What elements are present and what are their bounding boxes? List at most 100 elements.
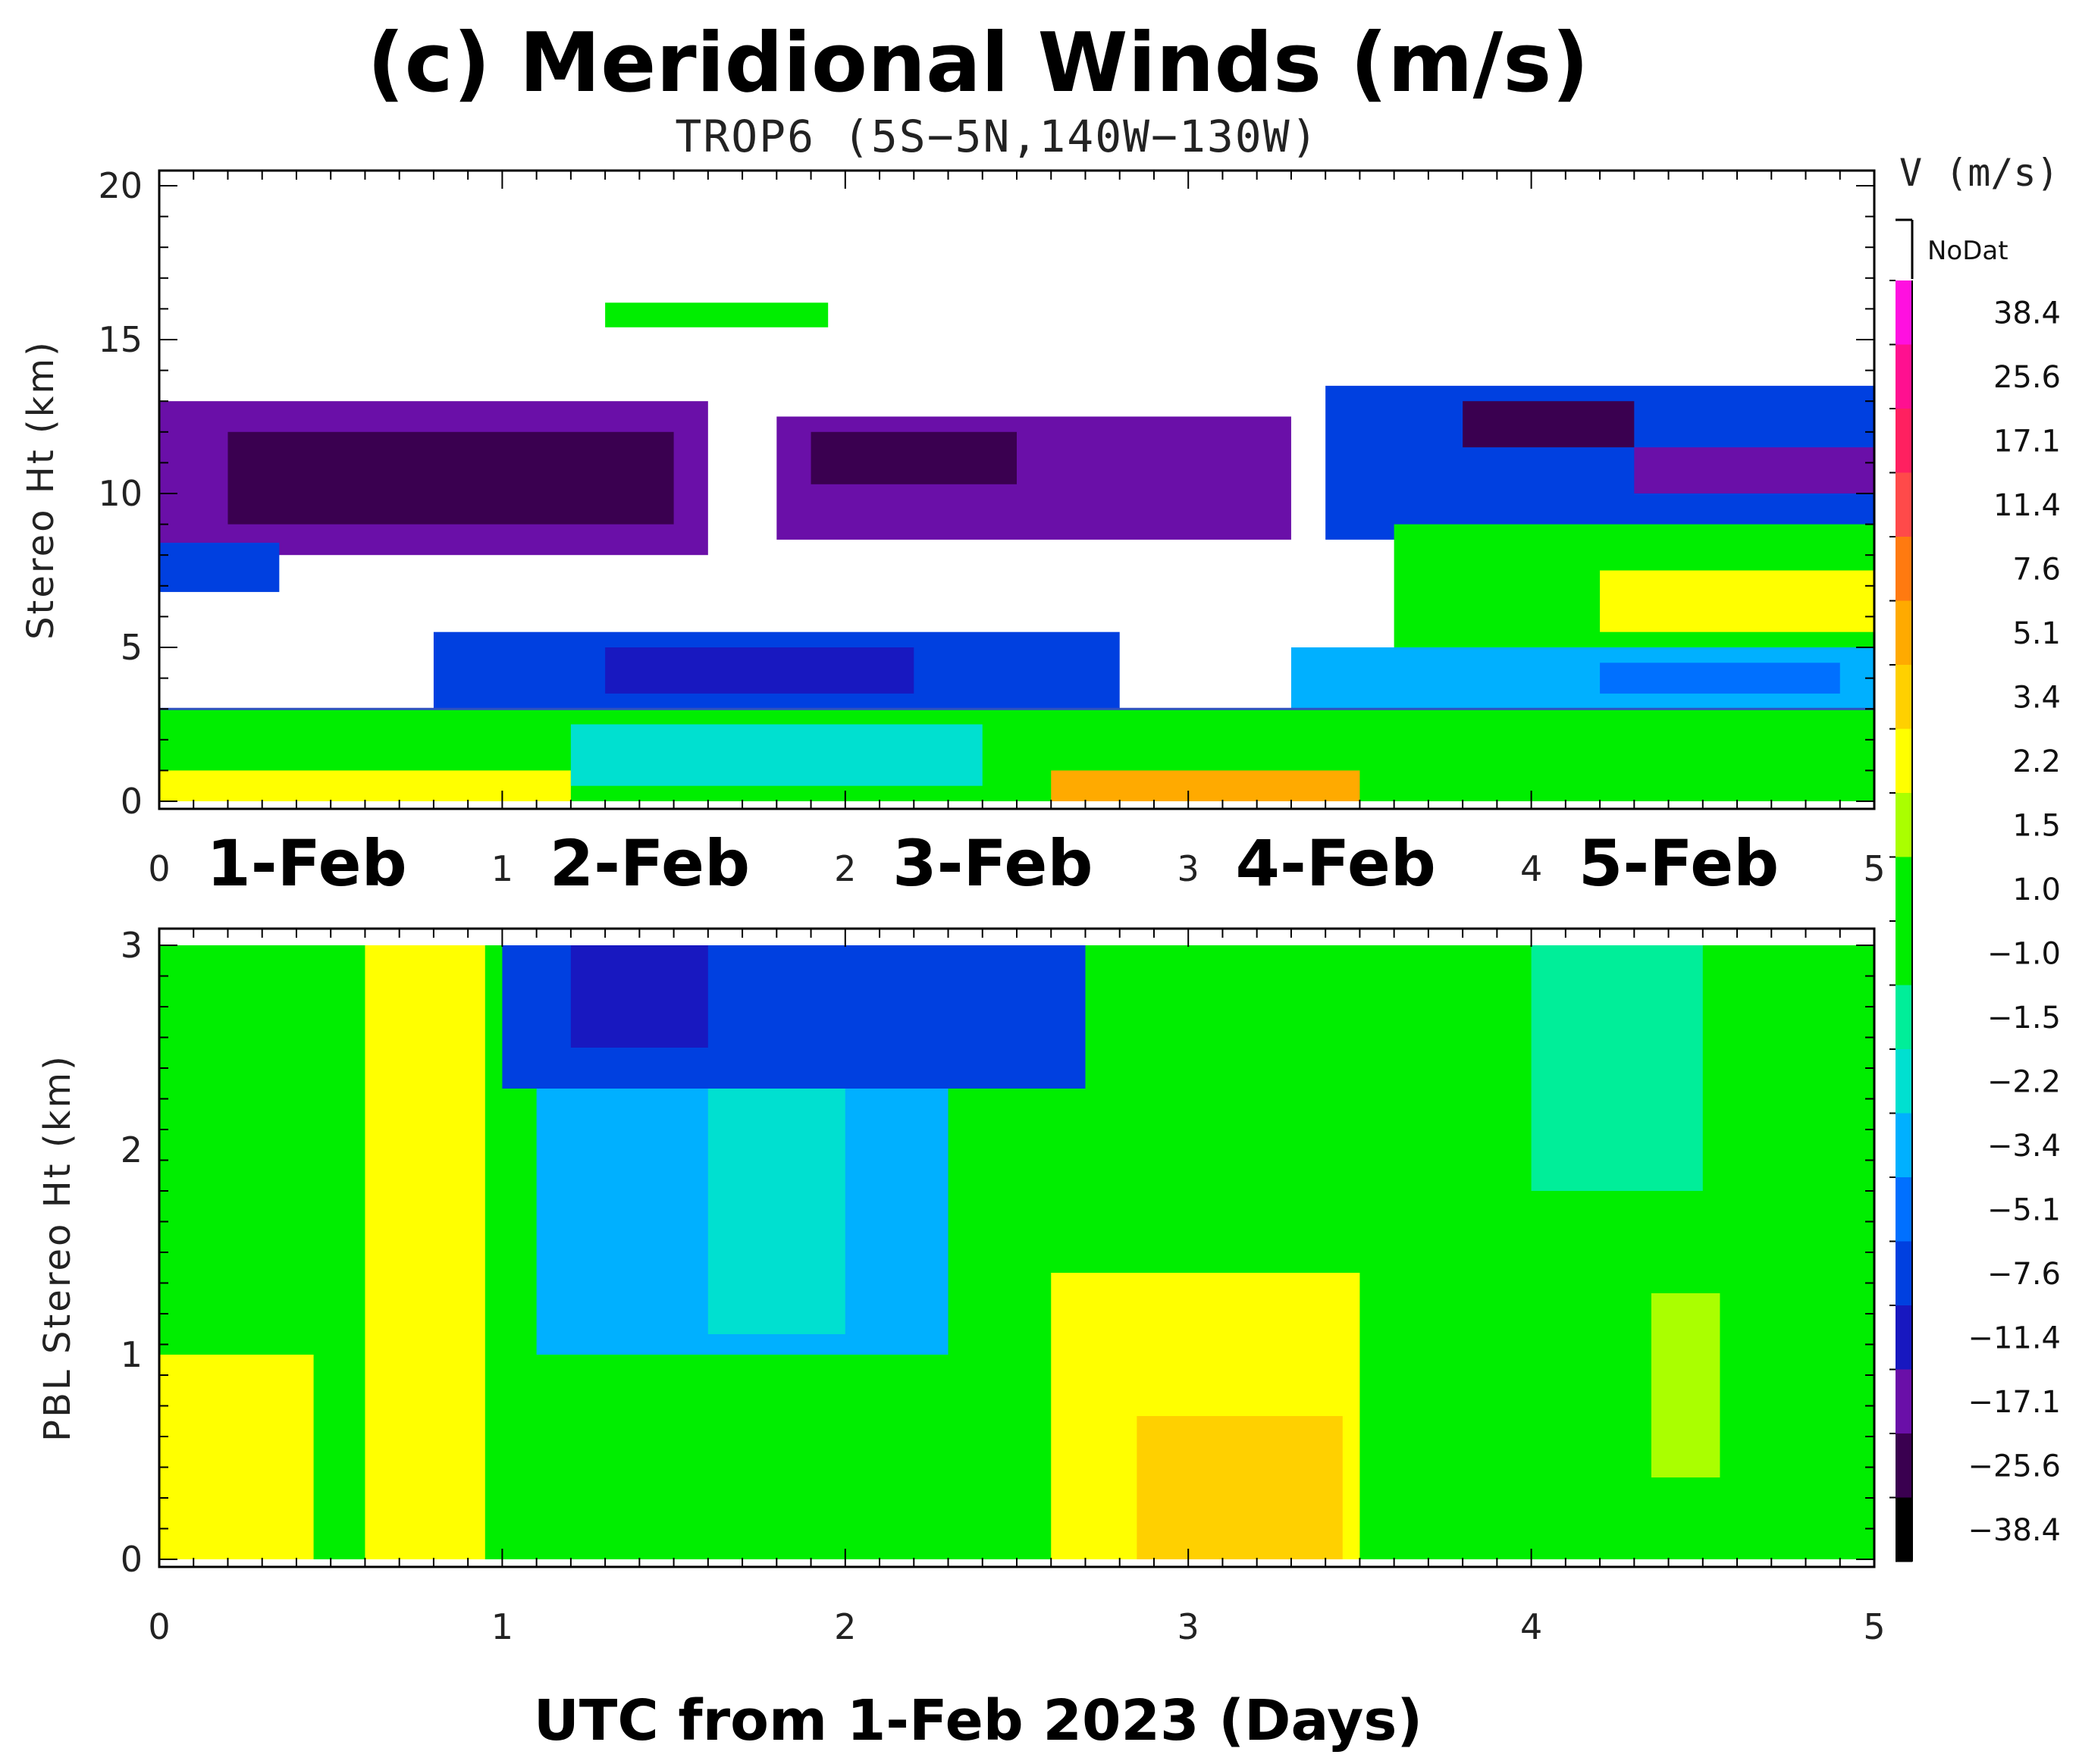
x-axis-label: UTC from 1-Feb 2023 (Days): [534, 1688, 1422, 1753]
colorbar-swatch: [1896, 1433, 1912, 1498]
heatmap-region-14: [1600, 570, 1874, 632]
y-tick-label: 15: [98, 319, 143, 360]
bottom-x-tick-labels: 0 1 2 3 4 5: [148, 1606, 1885, 1647]
y-tick-label: 2: [121, 1130, 143, 1170]
colorbar-swatch: [1896, 921, 1912, 985]
x-tick-label: 2: [834, 1606, 856, 1647]
colorbar-swatch: [1896, 1241, 1912, 1306]
bottom-y-tick-labels: 0 1 2 3: [121, 925, 143, 1580]
y-tick-label: 3: [121, 925, 143, 966]
colorbar-label: −17.1: [1968, 1385, 2061, 1420]
heatmap-region-7: [1634, 447, 1874, 493]
colorbar-swatch: [1896, 728, 1912, 794]
colorbar-swatch: [1896, 472, 1912, 537]
day-labels: 1-Feb 2-Feb 3-Feb 4-Feb 5-Feb: [206, 826, 1779, 901]
colorbar-label: −1.0: [1987, 936, 2061, 971]
heatmap-region-2: [159, 542, 280, 592]
x-tick-label: 1: [491, 848, 513, 889]
colorbar-swatch: [1896, 409, 1912, 473]
heatmap-region-9: [1651, 1293, 1720, 1477]
y-tick-label: 0: [121, 1539, 143, 1580]
colorbar-label: 17.1: [1993, 424, 2061, 459]
colorbar-label: 1.5: [2012, 808, 2061, 843]
colorbar-label: 38.4: [1993, 296, 2061, 331]
day-label: 4-Feb: [1236, 826, 1436, 901]
colorbar-label: 3.4: [2012, 680, 2061, 715]
day-label: 5-Feb: [1579, 826, 1779, 901]
colorbar: V (m/s) NoDat 38.4 25.6 17.1 11.4 7.6 5.1 3.4 2…: [1889, 151, 2061, 1562]
colorbar-swatch: [1896, 344, 1912, 409]
x-tick-label: 5: [1863, 1606, 1885, 1647]
top-y-axis-label: Stereo Ht (km): [20, 340, 62, 640]
x-tick-label: 2: [834, 848, 856, 889]
x-tick-label: 1: [491, 1606, 513, 1647]
colorbar-nodata-label: NoDat: [1927, 236, 2008, 266]
y-tick-label: 5: [121, 627, 143, 668]
chart-subtitle: TROP6 (5S−5N,140W−130W): [675, 111, 1319, 162]
colorbar-label: 1.0: [2012, 873, 2061, 907]
day-label: 3-Feb: [892, 826, 1093, 901]
heatmap-region-8: [605, 302, 829, 327]
bottom-ticks: [158, 929, 1875, 1567]
colorbar-swatches: [1889, 280, 1913, 1562]
heatmap-region-4: [811, 431, 1017, 484]
y-tick-label: 20: [98, 165, 143, 206]
colorbar-labels: 38.4 25.6 17.1 11.4 7.6 5.1 3.4 2.2 1.5 1.0 −1.0 −1…: [1968, 296, 2061, 1548]
x-tick-label: 3: [1177, 848, 1199, 889]
colorbar-label: 11.4: [1993, 488, 2061, 523]
bottom-y-axis-label: PBL Stereo Ht (km): [36, 1054, 79, 1442]
x-tick-label: 3: [1177, 1606, 1199, 1647]
colorbar-swatch: [1896, 1113, 1912, 1178]
heatmap-region-12: [1600, 663, 1840, 694]
colorbar-label: 2.2: [2012, 744, 2061, 779]
colorbar-swatch: [1896, 985, 1912, 1050]
x-tick-label: 0: [148, 848, 170, 889]
heatmap-region-6: [1463, 401, 1635, 448]
colorbar-swatch: [1896, 1497, 1912, 1562]
colorbar-label: 7.6: [2012, 552, 2061, 587]
heatmap-region-1: [227, 431, 674, 525]
colorbar-swatch: [1896, 600, 1912, 666]
bottom-heatmap: [159, 945, 1874, 1559]
colorbar-label: 25.6: [1993, 360, 2061, 395]
colorbar-swatch: [1896, 1049, 1912, 1114]
colorbar-swatch: [1896, 1177, 1912, 1242]
top-heatmap: [159, 302, 1874, 801]
x-tick-label: 0: [148, 1606, 170, 1647]
heatmap-region-10: [1531, 945, 1703, 1191]
colorbar-swatch: [1896, 1305, 1912, 1370]
heatmap-region-17: [570, 724, 983, 786]
colorbar-swatch: [1896, 793, 1912, 857]
colorbar-label: −1.5: [1987, 1001, 2061, 1036]
x-tick-label: 4: [1520, 848, 1542, 889]
colorbar-swatch: [1896, 857, 1912, 922]
colorbar-swatch: [1896, 537, 1912, 601]
heatmap-region-8: [1137, 1416, 1343, 1559]
heatmap-region-4: [707, 1068, 845, 1334]
heatmap-region-2: [365, 945, 485, 1559]
y-tick-label: 0: [121, 781, 143, 822]
y-tick-label: 10: [98, 473, 143, 514]
x-tick-label: 5: [1863, 848, 1885, 889]
colorbar-swatch: [1896, 280, 1912, 345]
top-panel: Stereo Ht (km) 0 5 10 15 20 0 1 2 3 4 5 1-Feb 2-Fe…: [20, 165, 1886, 901]
colorbar-label: −25.6: [1968, 1449, 2061, 1484]
colorbar-title: V (m/s): [1899, 151, 2059, 195]
heatmap-region-18: [1051, 770, 1360, 801]
day-label: 2-Feb: [550, 826, 750, 901]
day-label: 1-Feb: [206, 826, 406, 901]
top-x-tick-labels: 0 1 2 3 4 5: [148, 848, 1885, 889]
colorbar-swatch: [1896, 665, 1912, 729]
colorbar-label: −3.4: [1987, 1129, 2061, 1164]
heatmap-region-16: [159, 770, 571, 801]
x-tick-label: 4: [1520, 1606, 1542, 1647]
colorbar-label: −5.1: [1987, 1192, 2061, 1227]
colorbar-label: −2.2: [1987, 1064, 2061, 1099]
bottom-panel: PBL Stereo Ht (km) 0 1 2 3 0 1 2 3 4 5 UTC from …: [36, 925, 1886, 1753]
y-tick-label: 1: [121, 1334, 143, 1375]
colorbar-swatch: [1896, 1369, 1912, 1434]
top-y-tick-labels: 0 5 10 15 20: [98, 165, 143, 822]
top-ticks: [158, 171, 1875, 809]
colorbar-label: 5.1: [2012, 616, 2061, 651]
